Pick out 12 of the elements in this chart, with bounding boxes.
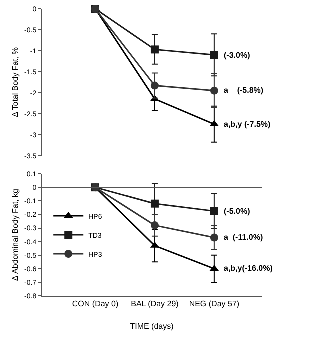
annotation: (-3.0%) — [224, 51, 251, 60]
y-axis-title: Δ Abdominal Body Fat, kg — [11, 189, 20, 282]
annotation: a (-11.0%) — [224, 233, 264, 242]
y-axis-title: Δ Total Body Fat, % — [11, 48, 20, 118]
annotation: a (-5.8%) — [224, 86, 264, 95]
x-axis-title: TIME (days) — [130, 322, 174, 331]
annotation: (-5.0%) — [224, 207, 251, 216]
x-tick-label: BAL (Day 29) — [131, 300, 180, 309]
x-tick-label: NEG (Day 57) — [189, 300, 240, 309]
x-tick-label: CON (Day 0) — [72, 300, 119, 309]
annotation: a,b,y (-7.5%) — [224, 120, 272, 129]
annotation: a,b,y(-16.0%) — [224, 264, 274, 273]
